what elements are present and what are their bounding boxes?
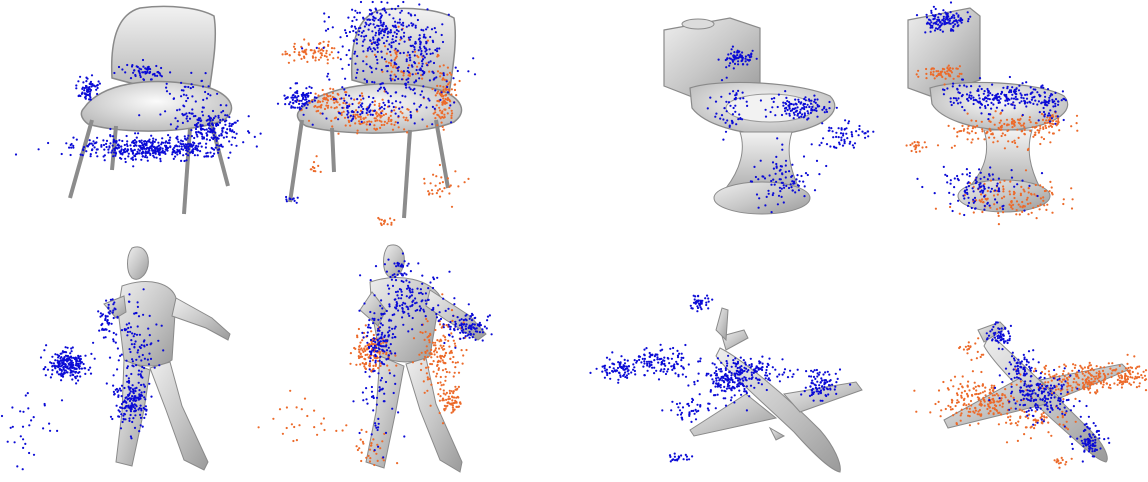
secondary-point-cloud [913,337,1148,469]
human-icon [359,244,487,473]
panel-chair-blue [14,5,262,215]
panel-toilet-blue [663,17,875,215]
primary-point-cloud [0,288,165,471]
toilet-icon [663,17,836,215]
panel-human-blue-orange [257,244,493,473]
primary-point-cloud [589,294,852,463]
primary-point-cloud [915,1,1067,217]
primary-point-cloud [276,0,477,204]
primary-point-cloud [352,252,493,459]
secondary-point-cloud [257,293,468,467]
panel-airplane-blue [589,294,863,473]
toilet-icon [907,7,1069,213]
secondary-point-cloud [905,64,1079,226]
primary-point-cloud [985,321,1111,463]
airplane-icon [689,307,863,473]
panel-chair-blue-orange [276,0,477,227]
human-icon [103,246,231,471]
primary-point-cloud [14,58,262,168]
panel-airplane-blue-orange [913,321,1148,469]
primary-point-cloud [706,45,875,214]
panel-human-blue [0,246,231,471]
chair-icon [68,5,233,215]
panel-toilet-blue-orange [905,1,1079,226]
airplane-icon [943,321,1129,463]
